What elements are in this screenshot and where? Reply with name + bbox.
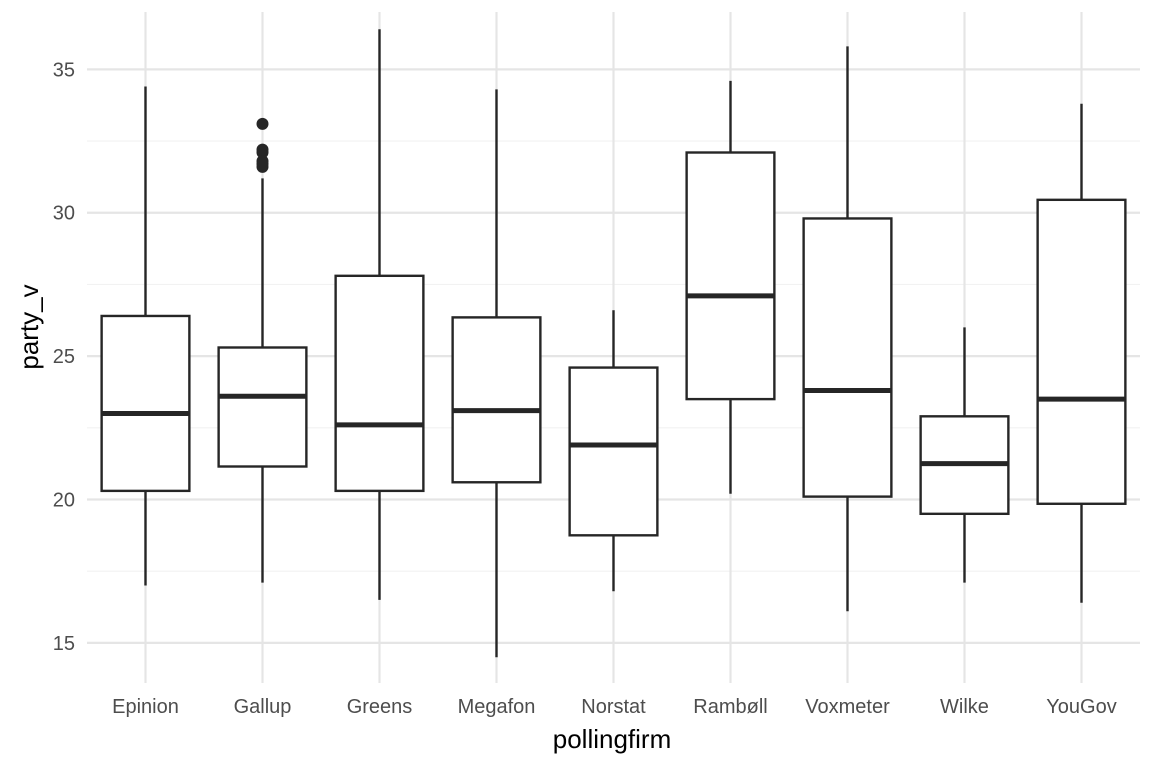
box-rect — [568, 366, 659, 537]
box-rect — [451, 316, 542, 484]
box-group — [802, 46, 893, 612]
y-tick-label: 25 — [53, 346, 75, 368]
y-tick-label: 20 — [53, 489, 75, 511]
x-axis-title: pollingfirm — [553, 724, 672, 754]
y-tick-label: 30 — [53, 203, 75, 225]
box-group — [100, 86, 191, 586]
box-rect — [334, 274, 425, 493]
x-tick-label: Gallup — [234, 696, 292, 718]
x-tick-label: Norstat — [581, 696, 646, 718]
x-tick-label: Greens — [347, 696, 413, 718]
box-rect — [1036, 198, 1127, 505]
box-rect — [100, 314, 191, 493]
box-group — [217, 117, 308, 583]
box-group — [685, 80, 776, 494]
outlier-point — [256, 155, 269, 168]
box-group — [568, 310, 659, 592]
x-tick-label: YouGov — [1046, 696, 1116, 718]
outlier-point — [256, 117, 269, 130]
box-group — [334, 29, 425, 600]
y-tick-label: 35 — [53, 59, 75, 81]
box-rect — [217, 346, 308, 468]
x-tick-label: Wilke — [940, 696, 989, 718]
box-rect — [685, 151, 776, 401]
x-tick-label: Megafon — [458, 696, 536, 718]
box-group — [451, 89, 542, 658]
y-tick-label: 15 — [53, 633, 75, 655]
x-tick-label: Voxmeter — [805, 696, 890, 718]
box-group — [919, 327, 1010, 583]
tick-label-layer: 15 20 25 30 35 Epinion Gallup Greens Megafon Nors… — [53, 59, 1117, 718]
x-tick-label: Rambøll — [693, 696, 767, 718]
box-rect — [802, 217, 893, 498]
x-tick-label: Epinion — [112, 696, 179, 718]
box-group — [1036, 103, 1127, 603]
y-axis-title: party_v — [14, 284, 44, 369]
box-layer — [100, 29, 1127, 658]
outlier-point — [256, 143, 269, 156]
